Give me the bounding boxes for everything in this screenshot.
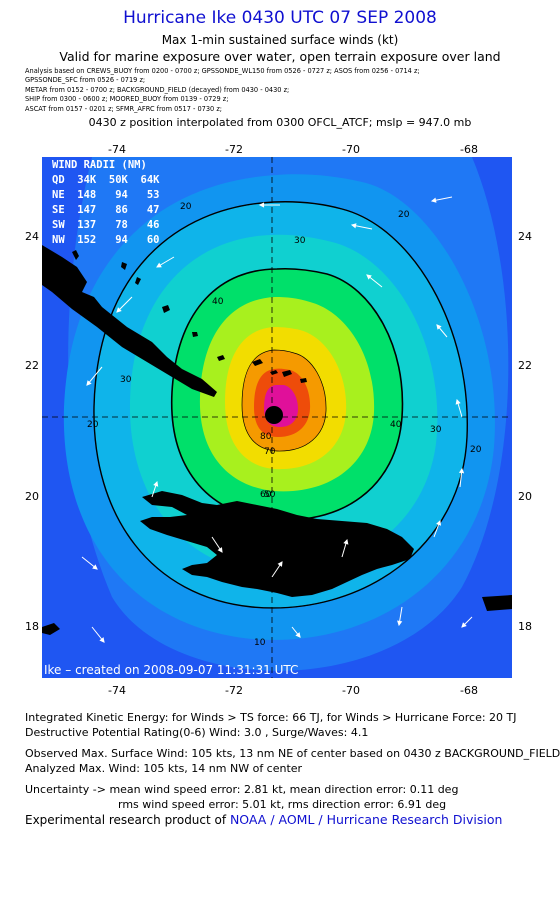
wind-arrowhead <box>217 547 223 553</box>
contour-label: 30 <box>430 425 442 435</box>
wind-arrowhead <box>436 324 442 330</box>
contour-line-hurricane <box>170 267 404 521</box>
lat-tick-label: 18 <box>25 620 39 633</box>
wind-radii-columns: QD 34K 50K 64K <box>52 174 160 186</box>
storm-statistics: Integrated Kinetic Energy: for Winds > T… <box>25 711 560 812</box>
wind-arrowhead <box>455 398 461 405</box>
wind-arrowhead <box>436 519 442 526</box>
wind-radii-row: SE 147 86 47 <box>52 204 160 216</box>
wind-radii-row: NW 152 94 60 <box>52 234 160 246</box>
contour-label: 30 <box>120 375 132 385</box>
contour-label: 20 <box>180 202 192 212</box>
turks-caicos-islands <box>282 370 307 383</box>
lat-tick-label: 22 <box>25 359 39 372</box>
contour-label: 20 <box>398 210 410 220</box>
uncertainty-rms: rms wind speed error: 5.01 kt, rms direc… <box>118 797 447 811</box>
lat-tick-label: 20 <box>25 490 39 503</box>
wind-arrowhead <box>86 380 92 386</box>
wind-arrowhead <box>461 622 467 628</box>
wind-arrowhead <box>430 197 437 203</box>
wind-field-map: 20 30 40 40 30 20 20 30 60 70 80 50 40 3… <box>42 157 512 678</box>
analyzed-max-wind: Analyzed Max. Wind: 105 kts, 14 nm NW of… <box>25 761 303 775</box>
bahamas-islands <box>72 250 278 375</box>
ike-line: Integrated Kinetic Energy: for Winds > T… <box>25 711 517 724</box>
contour-label: 30 <box>256 538 268 548</box>
lat-tick-label: 20 <box>518 490 532 503</box>
lon-tick-label: -70 <box>342 143 360 156</box>
wind-arrowhead <box>397 620 403 627</box>
contour-label: 40 <box>390 420 402 430</box>
wind-arrowhead <box>116 307 122 313</box>
wind-vectors <box>81 196 473 643</box>
wind-arrowhead <box>343 538 349 545</box>
wind-radii-row: NE 148 94 53 <box>52 189 160 201</box>
contour-label: 20 <box>87 420 99 430</box>
footer: Experimental research product of NOAA / … <box>25 812 502 827</box>
wind-arrowhead <box>350 223 357 229</box>
cuba-island <box>42 245 217 397</box>
lat-tick-label: 24 <box>25 230 39 243</box>
jamaica-island <box>42 623 60 635</box>
uncertainty-mean: Uncertainty -> mean wind speed error: 2.… <box>25 783 459 796</box>
lon-tick-label: -72 <box>225 143 243 156</box>
contour-label: 30 <box>294 236 306 246</box>
map-title: Hurricane Ike 0430 UTC 07 SEP 2008 <box>123 8 437 28</box>
contour-label: 60 <box>260 490 272 500</box>
contour-label: 80 <box>260 432 272 442</box>
lat-tick-label: 24 <box>518 230 532 243</box>
wind-arrowhead <box>458 467 465 474</box>
contour-label: 10 <box>254 638 266 648</box>
lon-tick-label: -68 <box>460 143 478 156</box>
lon-tick-label: -74 <box>108 143 126 156</box>
hispaniola-island <box>140 491 414 597</box>
lon-tick-label: -74 <box>108 684 126 697</box>
storm-center-marker <box>265 406 283 424</box>
wind-arrowhead <box>258 202 265 208</box>
footer-prefix: Experimental research product of <box>25 813 227 827</box>
creation-credit: Ike – created on 2008-09-07 11:31:31 UTC <box>44 663 299 677</box>
contour-label: 40 <box>230 502 242 512</box>
org-link[interactable]: NOAA / AOML / Hurricane Research Divisio… <box>229 812 503 827</box>
validity-note: Valid for marine exposure over water, op… <box>59 49 501 64</box>
wind-arrowhead <box>153 480 159 487</box>
contour-label: 70 <box>264 447 276 457</box>
source-line: Analysis based on CREWS_BUOY from 0200 -… <box>25 67 420 75</box>
coastlines <box>42 245 512 635</box>
wind-arrowhead <box>156 262 162 268</box>
source-line: SHIP from 0300 - 0600 z; MOORED_BUOY fro… <box>25 95 229 104</box>
lon-tick-label: -70 <box>342 684 360 697</box>
wind-arrowhead <box>277 561 283 567</box>
dpr-line: Destructive Potential Rating(0-6) Wind: … <box>25 725 369 739</box>
wind-arrowhead <box>92 564 98 570</box>
observed-max-wind: Observed Max. Surface Wind: 105 kts, 13 … <box>25 747 560 760</box>
wind-arrowhead <box>295 632 301 638</box>
contour-label: 50 <box>264 490 276 500</box>
contour-label: 40 <box>212 297 224 307</box>
position-note: 0430 z position interpolated from 0300 O… <box>88 116 472 129</box>
wind-radii-row: SW 137 78 46 <box>52 219 160 231</box>
lat-tick-label: 18 <box>518 620 532 633</box>
wind-radii-table: WIND RADII (NM) QD 34K 50K 64K NE 148 94 5… <box>52 158 159 248</box>
contour-line <box>241 349 327 452</box>
lat-tick-label: 22 <box>518 359 532 372</box>
source-line: METAR from 0152 - 0700 z; BACKGROUND_FIE… <box>25 85 290 94</box>
map-subtitle: Max 1-min sustained surface winds (kt) <box>161 33 399 47</box>
wind-arrowhead <box>99 637 105 643</box>
wind-radii-header: WIND RADII (NM) <box>52 159 147 171</box>
wind-arrowhead <box>366 274 372 280</box>
data-sources: Analysis based on CREWS_BUOY from 0200 -… <box>25 67 555 114</box>
lon-tick-label: -72 <box>225 684 243 697</box>
source-line: ASCAT from 0157 - 0201 z; SFMR_AFRC from… <box>25 104 223 113</box>
puerto-rico-island <box>482 595 512 611</box>
source-line: GPSSONDE_SFC from 0526 - 0719 z; <box>25 76 146 85</box>
contour-label: 20 <box>470 445 482 455</box>
contour-labels: 20 30 40 40 30 20 20 30 60 70 80 50 40 3… <box>87 202 482 648</box>
lon-tick-label: -68 <box>460 684 478 697</box>
